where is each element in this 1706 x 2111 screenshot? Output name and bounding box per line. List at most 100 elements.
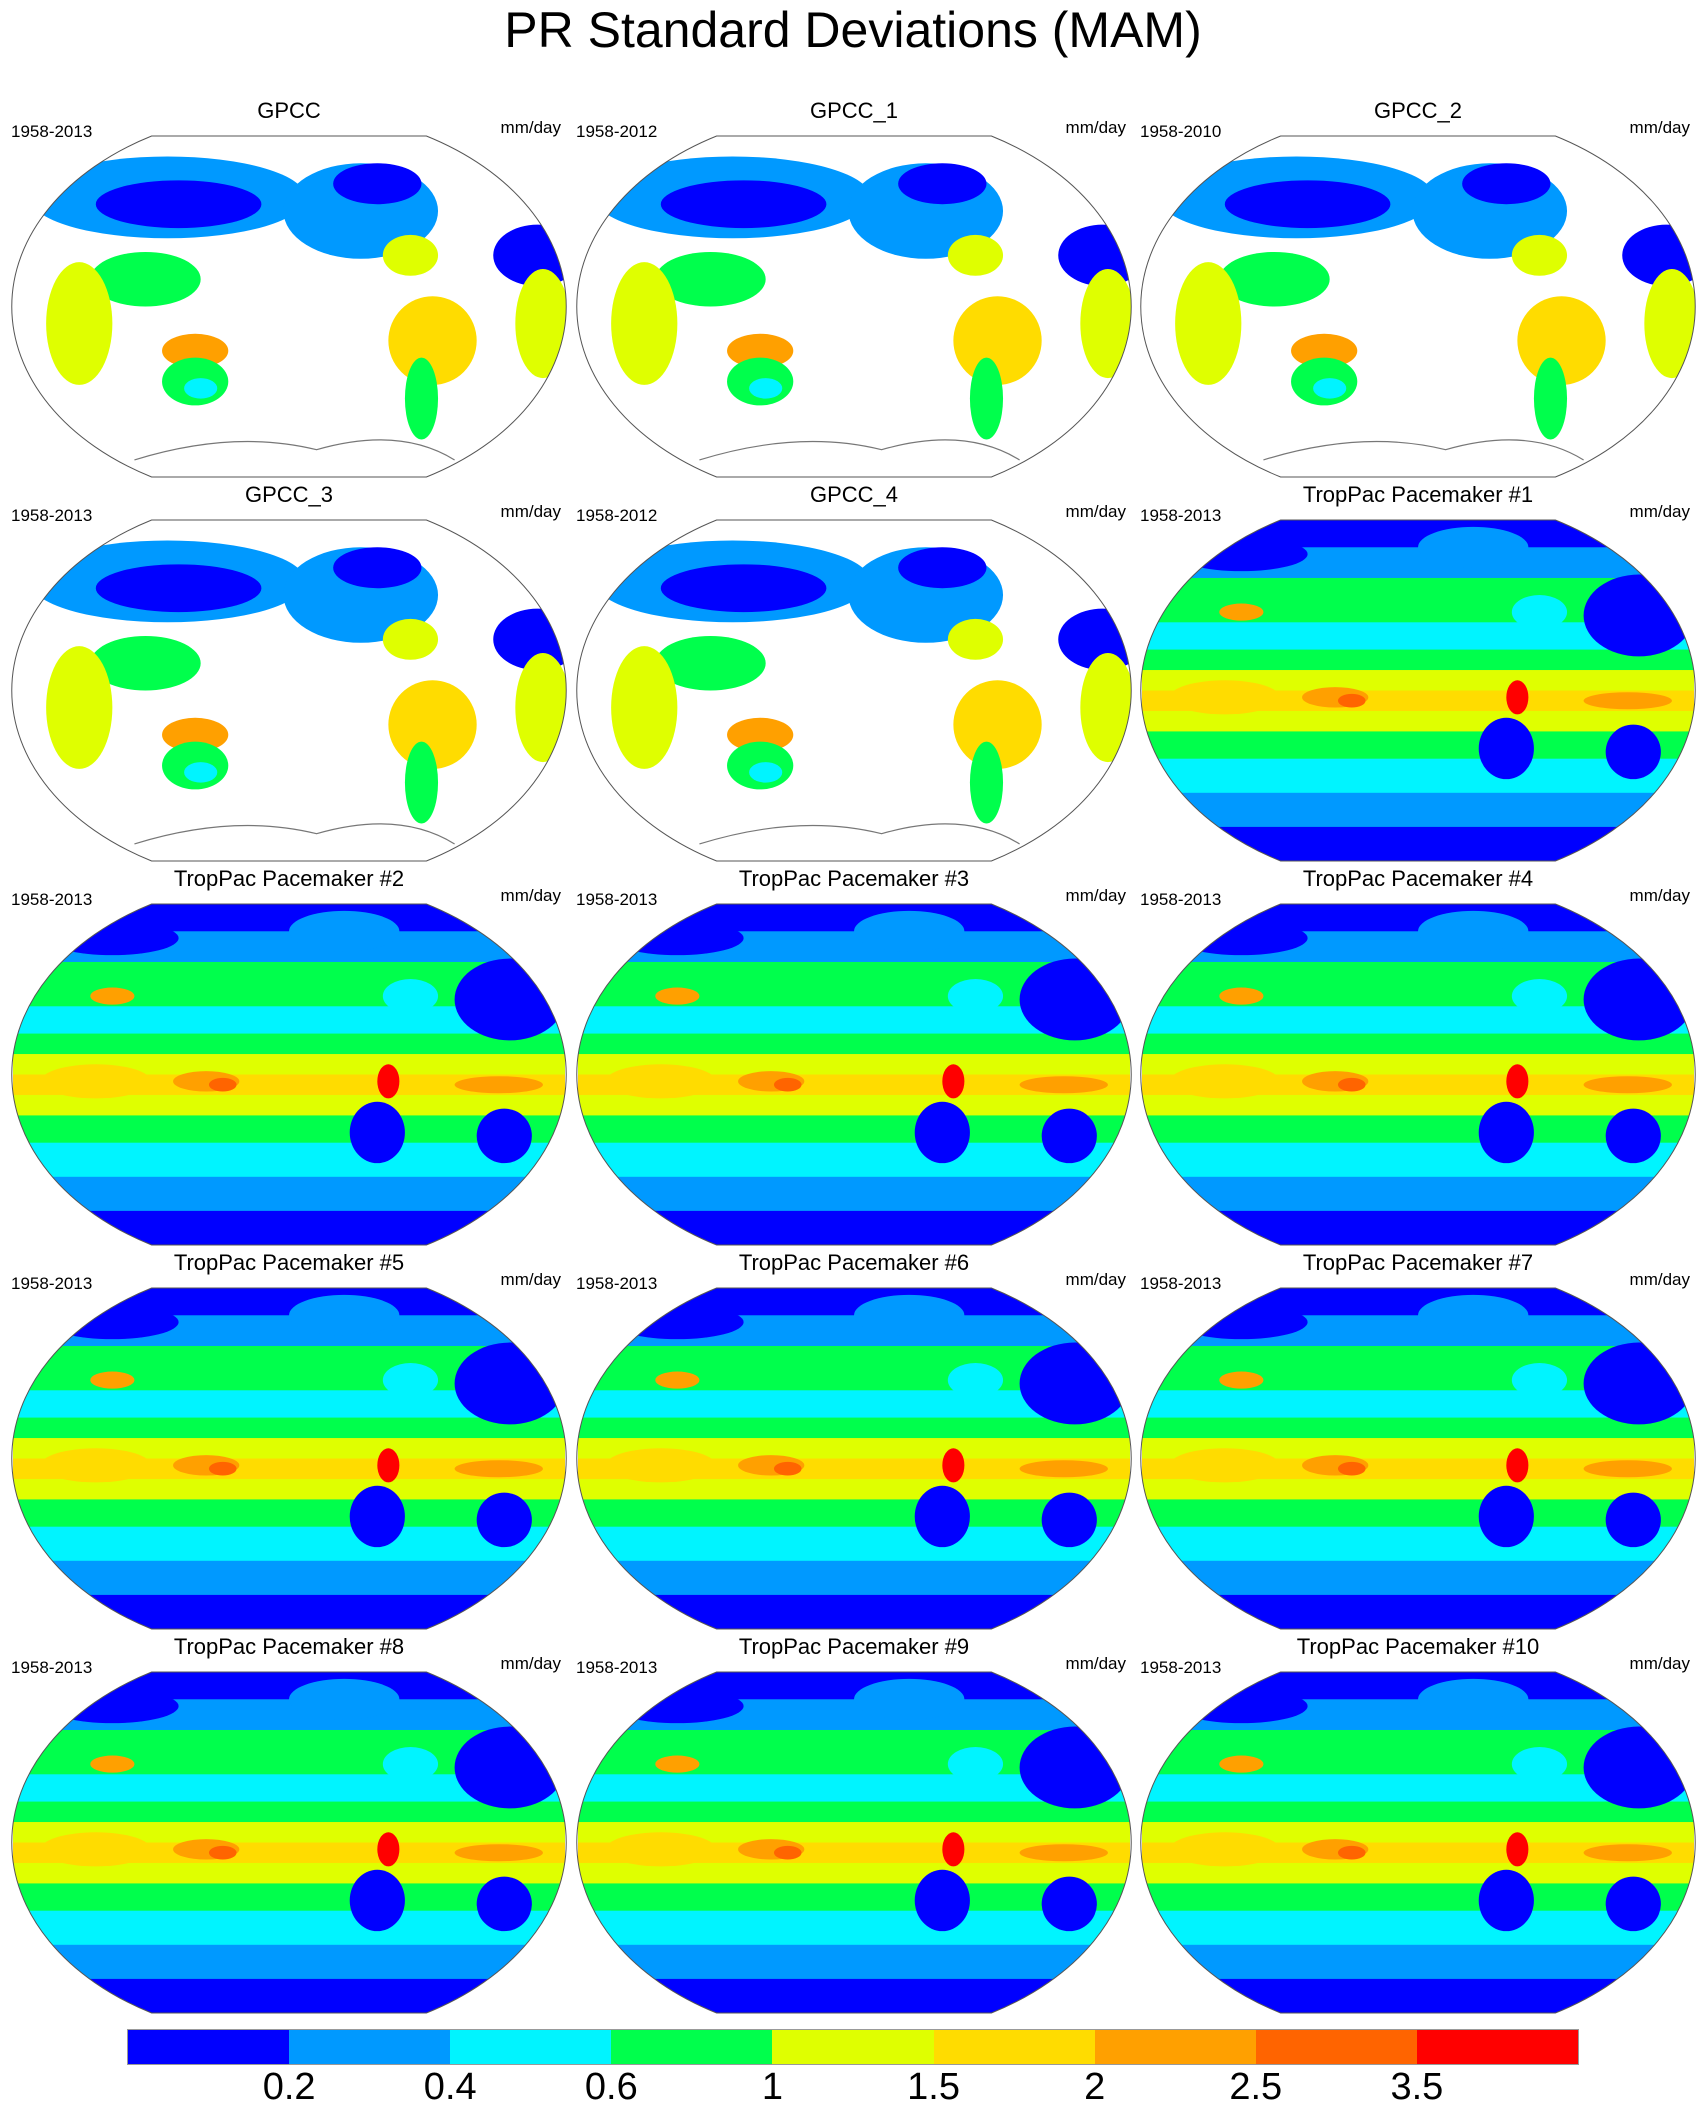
field-region <box>1337 1077 1366 1092</box>
field-region <box>914 1869 970 1932</box>
antarctica-coastline <box>134 439 455 461</box>
field-band <box>578 1033 1130 1056</box>
field-band <box>1142 649 1694 672</box>
field-region <box>1418 910 1529 952</box>
field-region <box>476 1108 532 1164</box>
field-band <box>1142 670 1694 692</box>
field-region <box>90 1371 135 1389</box>
field-region <box>1080 652 1132 763</box>
field-band <box>1142 731 1694 760</box>
field-region <box>1418 1678 1529 1720</box>
field-band <box>578 904 1130 933</box>
world-map <box>11 1671 567 2014</box>
field-region <box>953 296 1042 385</box>
field-region <box>377 1064 400 1099</box>
field-region <box>854 1678 965 1720</box>
field-band <box>578 1074 1130 1096</box>
field-region <box>1019 1076 1108 1094</box>
field-region <box>1224 180 1391 229</box>
field-band <box>1142 1417 1694 1440</box>
field-band <box>13 1288 565 1317</box>
field-region <box>660 564 827 613</box>
period-label: 1958-2013 <box>11 506 93 525</box>
field-region <box>947 234 1004 276</box>
field-band <box>578 1910 1130 1946</box>
field-band <box>1142 1842 1694 1864</box>
field-region <box>898 163 987 205</box>
field-region <box>727 333 794 368</box>
period-label: 1958-2010 <box>1140 122 1222 141</box>
map-border <box>1140 903 1696 1246</box>
field-region <box>1605 1108 1661 1164</box>
field-band <box>1142 1560 1694 1596</box>
colorbar-swatch <box>611 2030 773 2064</box>
units-label: mm/day <box>1629 1270 1690 1289</box>
panel-title: TropPac Pacemaker #2 <box>173 866 405 891</box>
field-region <box>1219 251 1330 307</box>
field-region <box>1478 1485 1534 1548</box>
panel-title: GPCC_4 <box>809 482 899 507</box>
map-border <box>576 1671 1132 2014</box>
colorbar-swatch <box>289 2030 451 2064</box>
field-region <box>660 180 827 229</box>
field-region <box>1583 1844 1672 1862</box>
colorbar-tick-label: 2 <box>1084 2066 1106 2108</box>
field-region <box>1175 1305 1308 1340</box>
field-band <box>578 1210 1130 1245</box>
field-region <box>1583 1076 1672 1094</box>
field-region <box>404 357 439 440</box>
field-region <box>611 1689 744 1724</box>
field-region <box>162 717 229 752</box>
field-region <box>1080 268 1132 379</box>
field-band <box>13 1594 565 1629</box>
field-band <box>1142 1594 1694 1629</box>
field-band <box>1142 1074 1694 1096</box>
units-label: mm/day <box>1065 502 1126 521</box>
field-band <box>13 1094 565 1117</box>
field-region <box>349 1869 405 1932</box>
period-label: 1958-2013 <box>1140 890 1222 909</box>
field-band <box>578 1560 1130 1596</box>
field-region <box>1418 1294 1529 1336</box>
colorbar-swatch <box>772 2030 934 2064</box>
colorbar-tick-label: 1.5 <box>907 2066 960 2108</box>
world-map <box>576 519 1132 862</box>
field-region <box>1175 1689 1308 1724</box>
panel-title: TropPac Pacemaker #1 <box>1302 482 1534 507</box>
colorbar <box>127 2029 1579 2065</box>
map-border <box>576 1287 1132 1630</box>
field-region <box>476 1876 532 1932</box>
map-panel: GPCC_2 1958-2010 mm/day <box>1140 98 1696 490</box>
field-region <box>1506 1448 1529 1483</box>
map-border <box>11 1671 567 2014</box>
map-border <box>576 519 1132 862</box>
field-region <box>515 652 567 763</box>
panel-title: TropPac Pacemaker #3 <box>738 866 970 891</box>
field-region <box>947 618 1004 660</box>
period-label: 1958-2013 <box>11 890 93 909</box>
field-region <box>1337 1845 1366 1860</box>
field-region <box>655 635 766 691</box>
panel-title: GPCC_1 <box>809 98 899 123</box>
field-band <box>13 1862 565 1885</box>
map-panel: GPCC 1958-2013 mm/day <box>11 98 567 490</box>
panel-title: TropPac Pacemaker #6 <box>738 1250 970 1275</box>
field-region <box>969 357 1004 440</box>
map-panel: TropPac Pacemaker #4 1958-2013 mm/day <box>1140 866 1696 1258</box>
field-band <box>1142 1910 1694 1946</box>
field-band <box>13 1417 565 1440</box>
field-region <box>476 1492 532 1548</box>
field-region <box>605 1832 716 1867</box>
field-region <box>655 1755 700 1773</box>
field-band <box>13 1210 565 1245</box>
field-region <box>1169 1448 1280 1483</box>
field-band <box>13 1478 565 1501</box>
field-region <box>1506 1064 1529 1099</box>
field-region <box>655 251 766 307</box>
field-region <box>854 910 965 952</box>
field-band <box>13 1115 565 1144</box>
field-region <box>1605 724 1661 780</box>
field-region <box>1313 378 1347 399</box>
field-region <box>1041 1876 1097 1932</box>
field-band <box>1142 1142 1694 1178</box>
